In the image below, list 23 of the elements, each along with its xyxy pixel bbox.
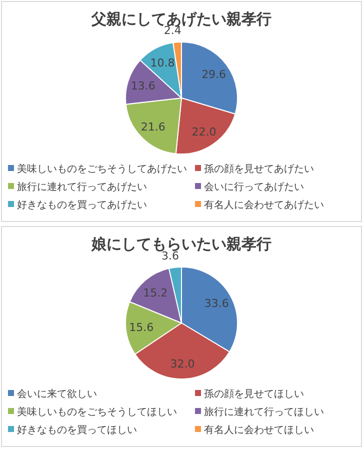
legend-label: 好きなものを買ってあげたい [17,199,147,211]
legend-label: 旅行に連れて行ってほしい [204,406,324,418]
data-label: 15.2 [143,286,168,300]
data-label: 33.6 [204,297,229,310]
data-label: 32.0 [170,357,195,370]
legend-label: 美味しいものをごちそうしてほしい [17,406,177,418]
data-label: 15.6 [129,321,154,334]
legend-label: 会いに来て欲しい [17,388,97,400]
legend-label: 旅行に連れて行ってあげたい [17,181,147,193]
legend-label: 美味しいものをごちそうしてあげたい [17,163,187,175]
data-label: 13.6 [130,80,156,93]
data-label: 22.0 [192,125,216,138]
legend-label: 好きなものを買ってほしい [17,425,137,436]
data-label: 2.4 [164,24,182,38]
legend-label: 有名人に会わせてほしい [204,424,314,436]
legend-label: 孫の顔を見せてほしい [204,388,304,400]
legend-label: 会いに行ってあげたい [204,181,304,193]
legend-label: 有名人に会わせてあげたい [204,199,324,211]
data-label: 21.6 [140,120,166,134]
data-label: 29.6 [202,68,226,81]
legend-label: 孫の顔を見せてあげたい [204,163,314,175]
data-label: 10.8 [150,56,175,70]
chart-title: 娘にしてもらいたい親孝行 [90,235,272,253]
